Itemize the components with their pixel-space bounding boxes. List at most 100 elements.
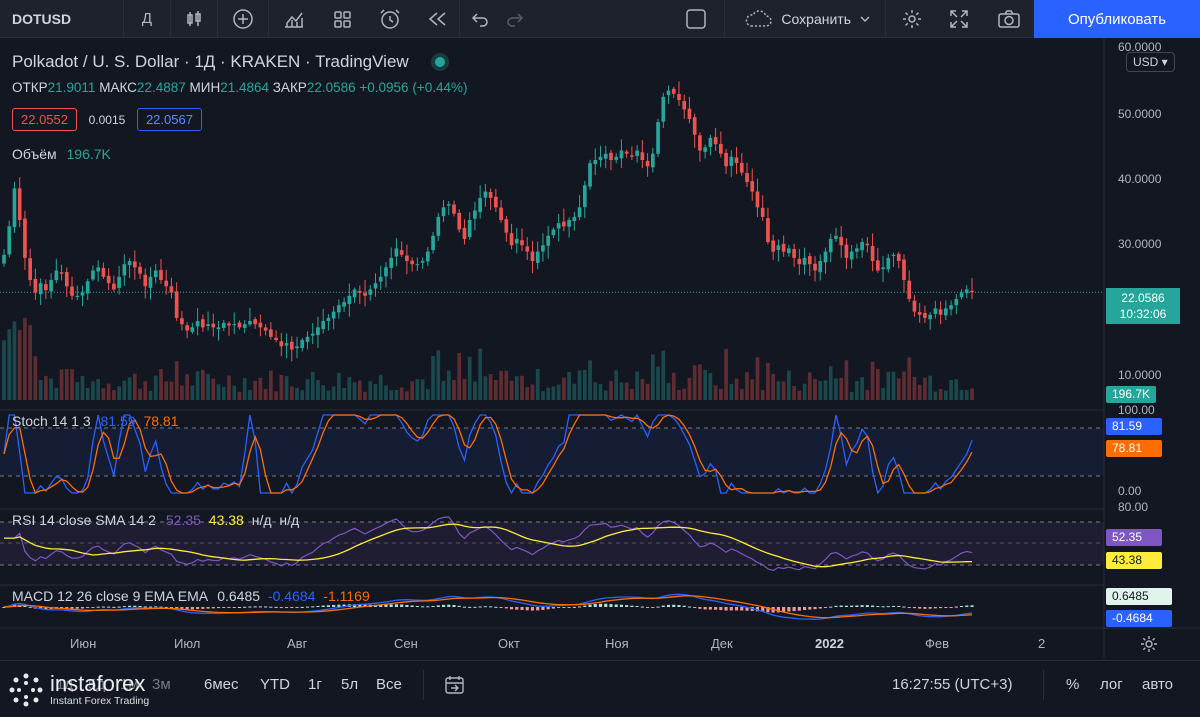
volume-bar [964,390,969,400]
timeframe-5y[interactable]: 5л [341,676,359,693]
timeframe-3m[interactable]: 3м [152,676,171,693]
volume-bar [180,385,184,400]
rewind-icon [428,11,446,26]
undo-button[interactable] [460,0,500,38]
macd-histogram-bar [630,605,634,607]
candle-body [902,259,906,280]
timeframe-1y[interactable]: 1г [308,676,322,693]
currency-selector[interactable]: USD ▾ [1126,52,1175,72]
timeframe-ytd[interactable]: YTD [260,676,290,693]
macd-histogram-bar [682,605,686,607]
candle-body [755,191,760,208]
volume-bar [201,369,205,400]
toolbar-divider [268,0,269,38]
replay-button[interactable] [415,0,459,38]
volume-bars [2,317,974,400]
price-tick: 30.0000 [1118,237,1162,251]
candle-body [211,323,216,328]
macd-histogram-bar [400,604,404,607]
timeframe-1d[interactable]: 1д [56,676,74,693]
candle-body [823,251,828,263]
candle-body [567,220,571,227]
macd-histogram-bar [321,605,325,607]
stoch-k-value: 81.59 [100,413,136,429]
macd-histogram-bar [148,606,153,608]
volume-bar [232,385,237,400]
volume-bar [91,381,95,400]
candle-body [944,308,948,316]
volume-bar [535,368,540,400]
time-tick: Ноя [605,636,629,651]
timeframe-6m[interactable]: 6мес [204,676,239,693]
volume-bar [630,388,634,400]
volume-bar [656,366,660,400]
indicators-button[interactable] [269,0,319,38]
fullscreen-select-button[interactable] [676,0,716,38]
candle-body [807,256,812,265]
chart-type-button[interactable] [171,0,217,38]
timeframe-all[interactable]: Все [376,676,402,693]
snapshot-button[interactable] [984,0,1034,38]
macd-histogram-bar [708,607,712,610]
volume-bar [530,384,535,400]
chart-canvas[interactable] [0,38,1200,658]
candle-body [326,317,331,322]
price-tick: 40.0000 [1118,172,1162,186]
save-button[interactable]: Сохранить [733,0,881,38]
clock[interactable]: 16:27:55 (UTC+3) [892,676,1013,693]
candle-body [881,267,885,270]
candle-body [462,227,467,239]
price-tick: 10.0000 [1118,368,1162,382]
interval-button[interactable]: Д [141,10,153,27]
percent-toggle[interactable]: % [1066,676,1080,693]
macd-histogram-bar [850,605,854,607]
candle-body [535,251,540,263]
auto-toggle[interactable]: авто [1142,676,1174,693]
macd-histogram-bar [515,607,519,610]
publish-button[interactable]: Опубликовать [1034,0,1200,38]
log-toggle[interactable]: лог [1100,676,1123,693]
volume-bar [661,350,666,400]
fullscreen-button[interactable] [934,0,984,38]
macd-histogram-bar [766,607,770,613]
macd-histogram-bar [107,606,111,608]
macd-histogram-bar [834,605,838,607]
timeframe-1m[interactable]: 1м [120,676,139,693]
candle-body [650,153,655,168]
macd-histogram-bar [818,607,822,609]
symbol-search[interactable]: DOTUSD [0,0,124,38]
axis-settings-icon[interactable] [1139,634,1159,654]
timeframe-5d[interactable]: 5д [88,676,106,693]
candle-body [624,151,629,154]
volume-bar [28,325,32,400]
volume-label: Объём [12,146,57,162]
macd-histogram-bar [902,606,906,608]
macd-histogram-bar [258,606,262,608]
ask-box[interactable]: 22.0567 [136,108,202,131]
settings-button[interactable] [890,0,934,38]
candle-body [551,229,556,236]
date-range-icon[interactable] [443,674,467,696]
bid-box[interactable]: 22.0552 [12,108,77,131]
redo-button[interactable] [500,0,530,38]
volume-bar [823,380,828,400]
candle-body [425,251,430,262]
volume-bar [849,391,854,400]
volume-bar [23,317,27,400]
macd-histogram-bar [269,606,273,608]
volume-bar [949,380,953,400]
volume-bar [237,391,242,400]
macd-histogram-bar [530,607,535,611]
volume-bar [54,387,59,400]
candle-body [860,242,864,251]
volume-bar [269,370,273,400]
candle-body [577,207,582,218]
layouts-button[interactable] [319,0,365,38]
volume-bar [839,377,844,400]
volume-bar [860,377,864,400]
alert-button[interactable] [365,0,415,38]
volume-bar [881,387,885,400]
macd-histogram-bar [614,604,618,607]
compare-button[interactable] [218,0,268,38]
macd-histogram-bar [290,607,294,608]
